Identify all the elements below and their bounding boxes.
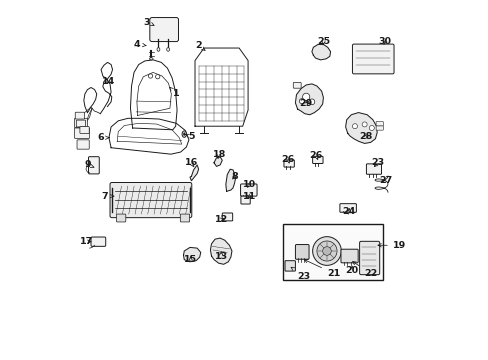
Circle shape	[312, 237, 341, 265]
Text: 17: 17	[80, 237, 93, 246]
Text: 11: 11	[243, 192, 256, 201]
Ellipse shape	[166, 48, 169, 51]
Text: 24: 24	[342, 207, 355, 216]
Text: 8: 8	[231, 172, 237, 181]
FancyBboxPatch shape	[295, 244, 308, 259]
Text: 3: 3	[143, 18, 154, 27]
Text: 13: 13	[214, 252, 227, 261]
FancyBboxPatch shape	[74, 118, 87, 128]
Text: 26: 26	[281, 155, 294, 164]
FancyBboxPatch shape	[241, 196, 250, 204]
FancyBboxPatch shape	[375, 122, 383, 126]
Ellipse shape	[149, 58, 153, 60]
Circle shape	[155, 75, 160, 79]
FancyBboxPatch shape	[76, 120, 85, 127]
Text: 26: 26	[309, 151, 322, 160]
Circle shape	[322, 247, 330, 255]
Polygon shape	[214, 157, 222, 166]
Text: 30: 30	[378, 37, 391, 46]
Text: 5: 5	[185, 132, 194, 141]
Text: 14: 14	[102, 77, 115, 86]
FancyBboxPatch shape	[366, 164, 381, 174]
FancyBboxPatch shape	[293, 82, 301, 88]
Ellipse shape	[182, 131, 186, 137]
Text: 28: 28	[358, 132, 372, 141]
Text: 10: 10	[243, 180, 256, 189]
Ellipse shape	[183, 133, 185, 135]
Circle shape	[362, 122, 366, 127]
Bar	[283, 224, 382, 280]
FancyBboxPatch shape	[222, 213, 232, 221]
FancyBboxPatch shape	[240, 184, 257, 196]
Circle shape	[308, 99, 314, 105]
FancyBboxPatch shape	[80, 127, 89, 134]
FancyBboxPatch shape	[339, 204, 356, 212]
Text: 9: 9	[84, 161, 94, 170]
FancyBboxPatch shape	[77, 140, 89, 149]
FancyBboxPatch shape	[74, 128, 89, 138]
Text: 1: 1	[169, 87, 179, 98]
FancyBboxPatch shape	[116, 214, 125, 222]
Text: 4: 4	[133, 40, 146, 49]
Polygon shape	[210, 238, 231, 264]
FancyBboxPatch shape	[340, 249, 357, 263]
FancyBboxPatch shape	[110, 183, 191, 218]
Polygon shape	[311, 44, 330, 60]
FancyBboxPatch shape	[149, 18, 178, 41]
Text: 18: 18	[212, 150, 225, 159]
Circle shape	[316, 241, 336, 261]
FancyBboxPatch shape	[75, 112, 84, 119]
FancyBboxPatch shape	[312, 156, 323, 163]
Text: 23: 23	[290, 267, 309, 280]
FancyBboxPatch shape	[359, 241, 379, 275]
Text: 2: 2	[195, 41, 204, 50]
Text: 25: 25	[316, 37, 329, 46]
Text: 23: 23	[370, 158, 384, 167]
Circle shape	[352, 124, 357, 129]
FancyBboxPatch shape	[88, 157, 99, 174]
Text: 22: 22	[352, 262, 377, 278]
Text: 29: 29	[299, 99, 312, 108]
Text: 12: 12	[214, 215, 227, 224]
Text: 15: 15	[184, 255, 197, 264]
Text: 6: 6	[97, 133, 109, 142]
Polygon shape	[183, 247, 201, 262]
FancyBboxPatch shape	[180, 214, 189, 222]
Polygon shape	[295, 84, 323, 115]
FancyBboxPatch shape	[352, 44, 393, 74]
Polygon shape	[190, 165, 198, 181]
Text: 16: 16	[184, 158, 198, 167]
Text: 20: 20	[345, 266, 358, 275]
Circle shape	[302, 93, 309, 100]
FancyBboxPatch shape	[91, 237, 105, 246]
FancyBboxPatch shape	[284, 160, 294, 167]
Polygon shape	[225, 169, 235, 192]
Text: 27: 27	[379, 176, 392, 185]
Circle shape	[148, 74, 152, 78]
Text: 19: 19	[377, 241, 405, 250]
Text: 7: 7	[101, 192, 114, 201]
Polygon shape	[345, 113, 376, 143]
FancyBboxPatch shape	[375, 126, 383, 130]
Circle shape	[299, 99, 304, 104]
Circle shape	[368, 126, 373, 131]
Ellipse shape	[157, 48, 160, 51]
Text: 21: 21	[304, 260, 339, 278]
FancyBboxPatch shape	[285, 261, 295, 271]
